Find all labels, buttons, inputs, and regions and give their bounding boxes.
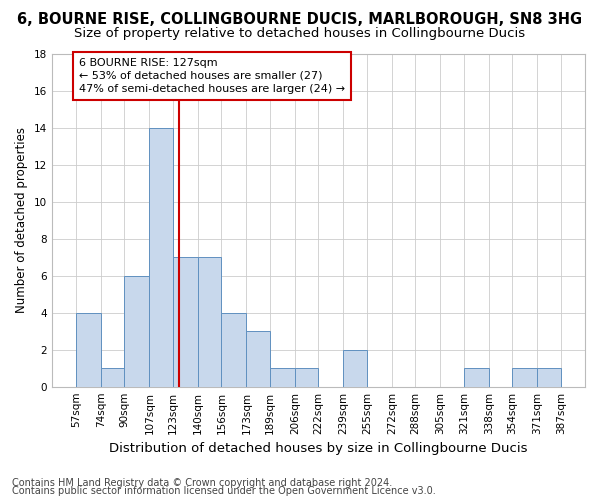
Bar [464, 368, 489, 386]
X-axis label: Distribution of detached houses by size in Collingbourne Ducis: Distribution of detached houses by size … [109, 442, 527, 455]
Text: Size of property relative to detached houses in Collingbourne Ducis: Size of property relative to detached ho… [74, 28, 526, 40]
Bar [537, 368, 561, 386]
Bar [247, 331, 270, 386]
Text: Contains HM Land Registry data © Crown copyright and database right 2024.: Contains HM Land Registry data © Crown c… [12, 478, 392, 488]
Text: 6, BOURNE RISE, COLLINGBOURNE DUCIS, MARLBOROUGH, SN8 3HG: 6, BOURNE RISE, COLLINGBOURNE DUCIS, MAR… [17, 12, 583, 28]
Bar [173, 258, 198, 386]
Bar [270, 368, 295, 386]
Bar [101, 368, 124, 386]
Bar [343, 350, 367, 387]
Text: 6 BOURNE RISE: 127sqm
← 53% of detached houses are smaller (27)
47% of semi-deta: 6 BOURNE RISE: 127sqm ← 53% of detached … [79, 58, 345, 94]
Bar [149, 128, 173, 386]
Bar [76, 313, 101, 386]
Bar [295, 368, 319, 386]
Bar [198, 258, 221, 386]
Bar [512, 368, 537, 386]
Text: Contains public sector information licensed under the Open Government Licence v3: Contains public sector information licen… [12, 486, 436, 496]
Bar [124, 276, 149, 386]
Bar [221, 313, 247, 386]
Y-axis label: Number of detached properties: Number of detached properties [15, 128, 28, 314]
